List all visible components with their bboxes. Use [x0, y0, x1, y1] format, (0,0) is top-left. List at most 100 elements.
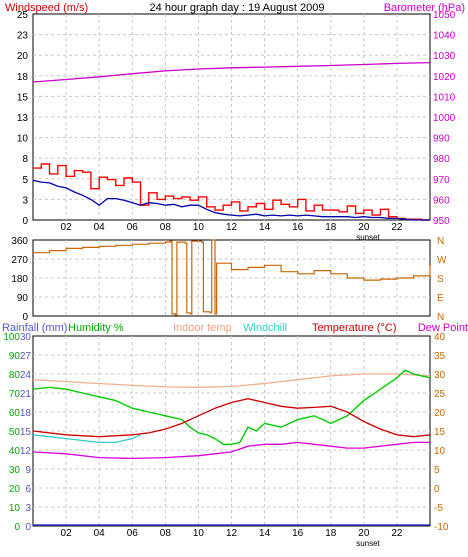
- axis-tick-label: 25: [434, 389, 446, 400]
- legend-temperature: Temperature (°C): [312, 322, 396, 334]
- panel1-time-ticks: 02 04 06 08 10 12 14 16 18 20 22: [61, 222, 403, 233]
- axis-tick-label: 3: [22, 195, 28, 206]
- axis-tick-label: 18: [20, 408, 32, 419]
- axis-tick-label: 360: [11, 236, 28, 247]
- axis-tick-label: 950: [433, 216, 450, 227]
- axis-tick-label: 0: [25, 522, 31, 533]
- axis-tick-label: 40: [434, 332, 446, 343]
- axis-tick-label: 100: [3, 332, 20, 343]
- axis-tick-label: 8: [22, 154, 28, 165]
- axis-tick-label: 70: [9, 389, 21, 400]
- axis-tick-label: 27: [20, 351, 32, 362]
- windspeed-axis-title: Windspeed (m/s): [5, 2, 88, 14]
- axis-tick-label: 1030: [433, 51, 456, 62]
- axis-tick-label: 50: [9, 427, 21, 438]
- panel2-series: [33, 239, 431, 316]
- axis-tick-label: 90: [9, 351, 21, 362]
- series-wind-direction: [33, 239, 431, 316]
- axis-tick-label: 1020: [433, 72, 456, 83]
- axis-tick-label: -5: [434, 503, 443, 514]
- axis-tick-label: 30: [434, 370, 446, 381]
- axis-tick-label: 80: [9, 370, 21, 381]
- time-tick-label: 06: [127, 528, 139, 539]
- temperature-ticks: 40 35 30 25 20 15 10 5 0 -5 -10: [434, 332, 449, 533]
- axis-tick-label: 980: [433, 154, 450, 165]
- series-windchill: [32, 434, 141, 444]
- axis-tick-label: 60: [9, 408, 21, 419]
- panel-wind-barometer: Windspeed (m/s) 24 hour graph day : 19 A…: [5, 2, 465, 242]
- axis-tick-label: 10: [9, 503, 21, 514]
- axis-tick-label: 960: [433, 195, 450, 206]
- axis-tick-label: N: [437, 236, 444, 247]
- axis-tick-label: 40: [9, 446, 21, 457]
- axis-tick-label: 20: [17, 51, 29, 62]
- axis-tick-label: 15: [20, 427, 32, 438]
- time-tick-label: 16: [292, 222, 304, 233]
- axis-tick-label: 12: [20, 446, 32, 457]
- panel-temp-humidity: Rainfall (mm) Humidity % Indoor temp Win…: [2, 322, 468, 548]
- panel2-grid: [33, 240, 430, 316]
- axis-tick-label: S: [437, 274, 444, 285]
- series-indoor-temp: [32, 373, 431, 388]
- series-temperature-c: [32, 398, 431, 438]
- legend-indoor-temp: Indoor temp: [173, 322, 232, 334]
- axis-tick-label: 20: [434, 408, 446, 419]
- axis-tick-label: 24: [20, 370, 32, 381]
- barometer-ticks: 1050 1040 1030 1020 1010 1000 990 980 970 960 950: [433, 10, 456, 227]
- direction-degree-ticks: 360 270 180 90 0: [11, 236, 28, 323]
- panel1-grid: [33, 14, 430, 220]
- axis-tick-label: 6: [25, 484, 31, 495]
- axis-tick-label: 0: [22, 312, 28, 323]
- axis-tick-label: 25: [17, 10, 29, 21]
- time-tick-label: 02: [61, 528, 73, 539]
- time-tick-label: 14: [259, 528, 271, 539]
- time-tick-label: 12: [226, 222, 238, 233]
- axis-tick-label: 18: [17, 72, 29, 83]
- time-tick-label: 10: [193, 528, 205, 539]
- axis-tick-label: E: [437, 293, 444, 304]
- axis-tick-label: 1010: [433, 92, 456, 103]
- sunset-label-1: sunset: [356, 233, 380, 242]
- series-wind-gust-m-s: [33, 163, 430, 221]
- time-tick-label: 22: [391, 222, 403, 233]
- axis-tick-label: 1050: [433, 10, 456, 21]
- axis-tick-label: 1000: [433, 113, 456, 124]
- axis-tick-label: 0: [14, 522, 20, 533]
- axis-tick-label: 970: [433, 175, 450, 186]
- axis-tick-label: 5: [434, 465, 440, 476]
- axis-tick-label: 35: [434, 351, 446, 362]
- windspeed-ticks: 25 23 20 18 15 13 10 8 5 3 0: [17, 10, 29, 227]
- legend-dew-point: Dew Point: [418, 322, 468, 334]
- time-tick-label: 22: [391, 528, 403, 539]
- axis-tick-label: 3: [25, 503, 31, 514]
- time-tick-label: 04: [94, 528, 106, 539]
- axis-tick-label: -10: [434, 522, 449, 533]
- axis-tick-label: 1040: [433, 31, 456, 42]
- panel3-time-ticks: 02 04 06 08 10 12 14 16 18 20 22: [61, 528, 403, 539]
- axis-tick-label: 0: [434, 484, 440, 495]
- time-tick-label: 18: [325, 528, 337, 539]
- time-tick-label: 18: [325, 222, 337, 233]
- series-humidity: [32, 369, 431, 445]
- legend-humidity: Humidity %: [68, 322, 124, 334]
- time-tick-label: 12: [226, 528, 238, 539]
- barometer-axis-title: Barometer (hPa): [384, 2, 465, 14]
- axis-tick-label: 30: [20, 332, 32, 343]
- time-tick-label: 06: [127, 222, 139, 233]
- time-tick-label: 20: [358, 528, 370, 539]
- series-dew-point: [32, 441, 430, 460]
- axis-tick-label: 180: [11, 274, 28, 285]
- time-tick-label: 20: [358, 222, 370, 233]
- axis-tick-label: 0: [22, 216, 28, 227]
- time-tick-label: 04: [94, 222, 106, 233]
- axis-tick-label: N: [437, 312, 444, 323]
- chart-title: 24 hour graph day : 19 August 2009: [150, 2, 325, 14]
- time-tick-label: 02: [61, 222, 73, 233]
- panel3-series: [32, 369, 431, 526]
- axis-tick-label: W: [437, 255, 447, 266]
- time-tick-label: 14: [259, 222, 271, 233]
